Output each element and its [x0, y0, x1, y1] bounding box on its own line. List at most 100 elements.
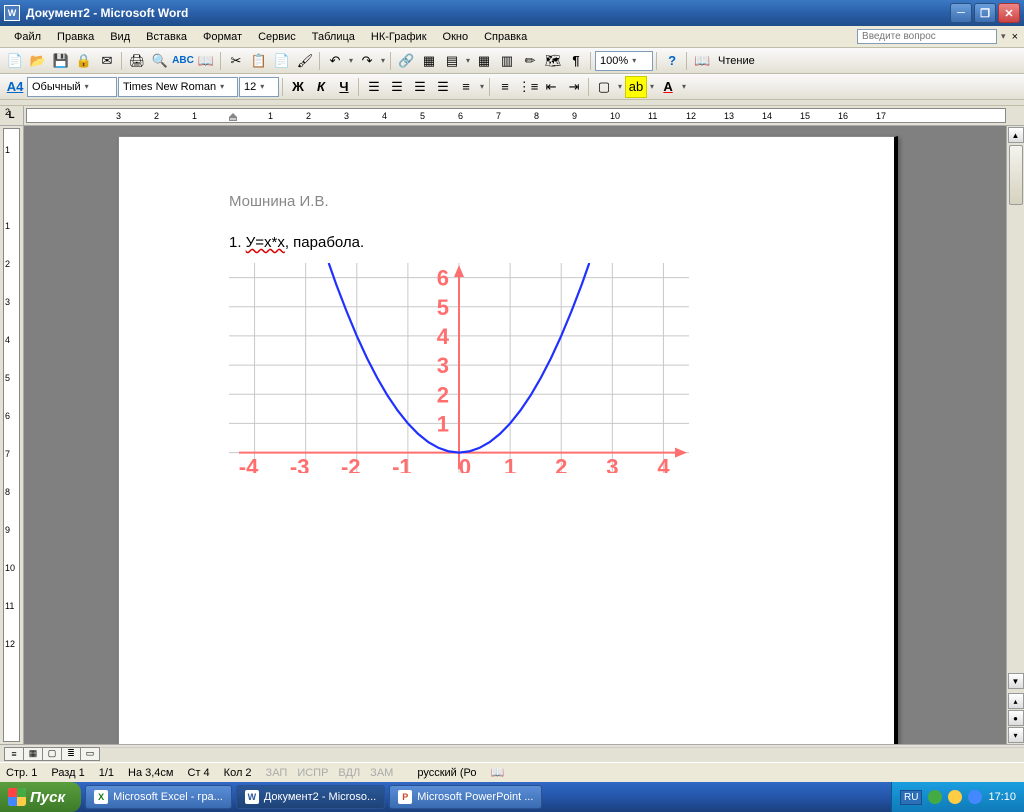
language-indicator[interactable]: RU — [900, 790, 922, 805]
undo-icon[interactable]: ↶ — [324, 50, 346, 72]
svg-text:2: 2 — [555, 455, 567, 473]
reading-view-icon[interactable]: ▭ — [80, 747, 100, 761]
redo-icon[interactable]: ↷ — [356, 50, 378, 72]
fontsize-combo[interactable]: 12▾ — [239, 77, 279, 97]
italic-button[interactable]: К — [310, 76, 332, 98]
menu-таблица[interactable]: Таблица — [304, 29, 363, 45]
save-icon[interactable]: 💾 — [50, 50, 72, 72]
menu-вставка[interactable]: Вставка — [138, 29, 195, 45]
scroll-up-icon[interactable]: ▲ — [1008, 127, 1024, 143]
close-doc-icon[interactable]: × — [1012, 31, 1018, 43]
help-icon[interactable]: ? — [661, 50, 683, 72]
zoom-combo[interactable]: 100%▾ — [595, 51, 653, 71]
normal-view-icon[interactable]: ≡ — [4, 747, 24, 761]
borders-icon[interactable]: ▢ — [593, 76, 615, 98]
taskbar-app-button[interactable]: WДокумент2 - Microso... — [236, 785, 385, 809]
permission-icon[interactable]: 🔒 — [73, 50, 95, 72]
decrease-indent-icon[interactable]: ⇤ — [540, 76, 562, 98]
highlight-dropdown[interactable]: ▾ — [648, 82, 656, 91]
open-icon[interactable]: 📂 — [27, 50, 49, 72]
view-buttons: ≡ ▦ ▢ ≣ ▭ — [0, 744, 1024, 762]
prev-page-icon[interactable]: ▴ — [1008, 693, 1024, 709]
help-dropdown-icon[interactable]: ▾ — [1001, 31, 1006, 42]
status-pages: 1/1 — [99, 767, 114, 779]
browse-object-icon[interactable]: ● — [1008, 710, 1024, 726]
tray-icon-2[interactable] — [948, 790, 962, 804]
docmap-icon[interactable]: 🗺 — [542, 50, 564, 72]
undo-dropdown[interactable]: ▾ — [347, 56, 355, 65]
help-search-input[interactable] — [857, 29, 997, 44]
close-button[interactable]: ✕ — [998, 3, 1020, 23]
align-center-icon[interactable]: ☰ — [386, 76, 408, 98]
scroll-down-icon[interactable]: ▼ — [1008, 673, 1024, 689]
redo-dropdown[interactable]: ▾ — [379, 56, 387, 65]
menu-сервис[interactable]: Сервис — [250, 29, 304, 45]
align-justify-icon[interactable]: ☰ — [432, 76, 454, 98]
bullets-icon[interactable]: ⋮≡ — [517, 76, 539, 98]
tray-icon-3[interactable] — [968, 790, 982, 804]
format-painter-icon[interactable]: 🖌 — [294, 50, 316, 72]
web-view-icon[interactable]: ▦ — [23, 747, 43, 761]
taskbar-app-button[interactable]: XMicrosoft Excel - гра... — [85, 785, 232, 809]
tables-borders-icon[interactable]: ▦ — [418, 50, 440, 72]
spellcheck-icon[interactable]: ABC — [172, 50, 194, 72]
bold-button[interactable]: Ж — [287, 76, 309, 98]
horizontal-ruler[interactable]: 3211234567891011121314151617 — [26, 108, 1006, 123]
style-combo[interactable]: Обычный▾ — [27, 77, 117, 97]
new-doc-icon[interactable]: 📄 — [4, 50, 26, 72]
menu-правка[interactable]: Правка — [49, 29, 102, 45]
vertical-ruler[interactable]: 21123456789101112 — [0, 126, 24, 744]
tab-type-button[interactable]: L — [0, 106, 24, 125]
minimize-button[interactable]: ─ — [950, 3, 972, 23]
horizontal-scrollbar[interactable] — [101, 747, 1024, 761]
mail-icon[interactable]: ✉ — [96, 50, 118, 72]
system-tray: RU 17:10 — [891, 782, 1024, 812]
align-left-icon[interactable]: ☰ — [363, 76, 385, 98]
table-dropdown[interactable]: ▾ — [464, 56, 472, 65]
print-view-icon[interactable]: ▢ — [42, 747, 62, 761]
cut-icon[interactable]: ✂ — [225, 50, 247, 72]
read-mode-icon[interactable]: 📖 — [691, 50, 713, 72]
scroll-thumb[interactable] — [1009, 145, 1023, 205]
preview-icon[interactable]: 🔍 — [149, 50, 171, 72]
menu-окно[interactable]: Окно — [435, 29, 477, 45]
menu-нк-график[interactable]: НК-График — [363, 29, 435, 45]
highlight-icon[interactable]: ab — [625, 76, 647, 98]
clock[interactable]: 17:10 — [988, 791, 1016, 803]
spacing-dropdown[interactable]: ▾ — [478, 82, 486, 91]
font-color-icon[interactable]: A — [657, 76, 679, 98]
tray-icon-1[interactable] — [928, 790, 942, 804]
vertical-scrollbar[interactable]: ▲ ▼ ▴ ● ▾ — [1006, 126, 1024, 744]
read-mode-label[interactable]: Чтение — [714, 55, 759, 67]
titlebar: W Документ2 - Microsoft Word ─ ❐ ✕ — [0, 0, 1024, 26]
columns-icon[interactable]: ▥ — [496, 50, 518, 72]
fontcolor-dropdown[interactable]: ▾ — [680, 82, 688, 91]
copy-icon[interactable]: 📋 — [248, 50, 270, 72]
line-spacing-icon[interactable]: ≡ — [455, 76, 477, 98]
align-right-icon[interactable]: ☰ — [409, 76, 431, 98]
menu-справка[interactable]: Справка — [476, 29, 535, 45]
taskbar-app-button[interactable]: PMicrosoft PowerPoint ... — [389, 785, 542, 809]
menu-вид[interactable]: Вид — [102, 29, 138, 45]
menu-файл[interactable]: Файл — [6, 29, 49, 45]
show-all-icon[interactable]: ¶ — [565, 50, 587, 72]
start-button[interactable]: Пуск — [0, 782, 81, 812]
drawing-icon[interactable]: ✏ — [519, 50, 541, 72]
numbering-icon[interactable]: ≡ — [494, 76, 516, 98]
print-icon[interactable]: 🖨 — [126, 50, 148, 72]
hyperlink-icon[interactable]: 🔗 — [395, 50, 417, 72]
font-combo[interactable]: Times New Roman▾ — [118, 77, 238, 97]
underline-button[interactable]: Ч — [333, 76, 355, 98]
borders-dropdown[interactable]: ▾ — [616, 82, 624, 91]
outline-view-icon[interactable]: ≣ — [61, 747, 81, 761]
next-page-icon[interactable]: ▾ — [1008, 727, 1024, 743]
paste-icon[interactable]: 📄 — [271, 50, 293, 72]
increase-indent-icon[interactable]: ⇥ — [563, 76, 585, 98]
excel-icon[interactable]: ▦ — [473, 50, 495, 72]
document-scroll[interactable]: Мошнина И.В. 1. У=x*x, парабола. -4-3-2-… — [24, 126, 1024, 744]
insert-table-icon[interactable]: ▤ — [441, 50, 463, 72]
research-icon[interactable]: 📖 — [195, 50, 217, 72]
menu-формат[interactable]: Формат — [195, 29, 250, 45]
maximize-button[interactable]: ❐ — [974, 3, 996, 23]
styles-pane-icon[interactable]: A4 — [4, 76, 26, 98]
